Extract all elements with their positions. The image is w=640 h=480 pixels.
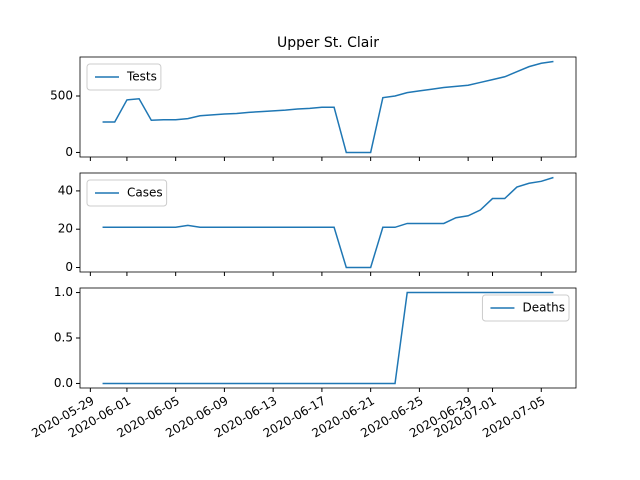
y-tick-label: 0 <box>65 260 73 274</box>
y-tick-label: 500 <box>50 88 73 102</box>
data-line <box>102 60 554 154</box>
y-tick-label: 20 <box>58 222 73 236</box>
legend-box <box>86 179 168 207</box>
data-line <box>102 176 554 269</box>
axes-frame <box>79 56 577 158</box>
legend-box <box>481 294 570 322</box>
y-tick-label: 1.0 <box>54 285 73 299</box>
y-tick-label: 0 <box>65 145 73 159</box>
y-tick-label: 0.0 <box>54 376 73 390</box>
legend-label: Cases <box>127 186 163 200</box>
legend-box <box>86 63 162 91</box>
y-tick-label: 40 <box>58 183 73 197</box>
y-tick-label: 0.5 <box>54 331 73 345</box>
chart-title: Upper St. Clair <box>277 35 379 51</box>
axes-frame <box>79 172 577 273</box>
legend-label: Tests <box>126 70 157 84</box>
axes-frame <box>79 287 577 389</box>
data-line <box>102 291 554 385</box>
legend-label: Deaths <box>522 301 565 315</box>
